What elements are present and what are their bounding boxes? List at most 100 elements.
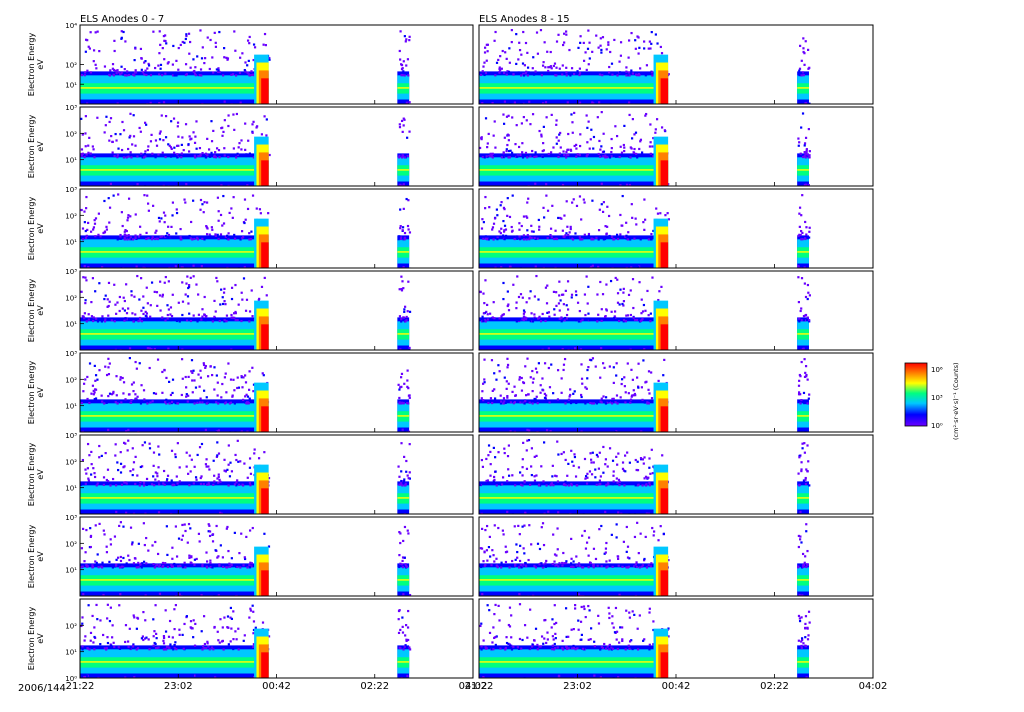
x-tick-label: 23:02 [164, 681, 193, 692]
count-point [179, 601, 181, 603]
count-point [213, 480, 215, 482]
count-point [259, 111, 261, 113]
count-point [129, 628, 131, 630]
count-point [165, 609, 167, 611]
count-point [168, 308, 170, 310]
count-point [253, 602, 255, 604]
count-point [132, 645, 134, 647]
count-point [248, 679, 250, 681]
count-point [614, 125, 616, 127]
count-point [217, 639, 219, 641]
count-point [249, 596, 251, 598]
count-point [398, 521, 400, 523]
count-point [139, 481, 141, 483]
count-point [400, 357, 402, 359]
count-point [110, 519, 112, 521]
count-point [548, 367, 550, 369]
count-point [161, 273, 163, 275]
count-point [525, 112, 527, 114]
count-point [176, 320, 178, 322]
count-point [104, 111, 106, 113]
count-point [590, 461, 592, 463]
count-point [568, 192, 570, 194]
count-point [195, 479, 197, 481]
count-point [549, 401, 551, 403]
count-point [626, 551, 628, 553]
count-point [252, 132, 254, 134]
count-point [107, 522, 109, 524]
count-point [236, 645, 238, 647]
count-point [114, 535, 116, 537]
count-point [610, 190, 612, 192]
count-point [611, 147, 613, 149]
count-point [94, 365, 96, 367]
count-point [207, 36, 209, 38]
count-point [190, 561, 192, 563]
count-point [190, 626, 192, 628]
count-point [85, 473, 87, 475]
count-point [215, 277, 217, 279]
count-point [94, 380, 96, 382]
energy-band [397, 579, 409, 580]
count-point [96, 117, 98, 119]
count-point [161, 74, 163, 76]
count-point [646, 290, 648, 292]
count-point [659, 212, 661, 214]
count-point [530, 376, 532, 378]
count-point [809, 150, 811, 152]
count-point [170, 226, 172, 228]
count-point [619, 682, 621, 684]
count-point [807, 110, 809, 112]
count-point [638, 148, 640, 150]
count-point [524, 64, 526, 66]
count-point [223, 47, 225, 49]
count-point [264, 439, 266, 441]
count-point [208, 357, 210, 359]
count-point [635, 153, 637, 155]
count-point [598, 238, 600, 240]
count-point [129, 215, 131, 217]
count-point [570, 226, 572, 228]
count-point [120, 110, 122, 112]
y-tick-label: 10³ [65, 514, 77, 522]
count-point [805, 296, 807, 298]
count-point [637, 469, 639, 471]
count-point [176, 156, 178, 158]
count-point [484, 564, 486, 566]
count-point [154, 232, 156, 234]
count-point [628, 276, 630, 278]
count-point [615, 191, 617, 193]
count-point [188, 235, 190, 237]
count-point [192, 391, 194, 393]
count-point [523, 74, 525, 76]
count-point [190, 320, 192, 322]
count-point [165, 399, 167, 401]
count-point [579, 35, 581, 37]
count-point [569, 388, 571, 390]
count-point [641, 299, 643, 301]
energy-band [797, 87, 809, 88]
count-point [91, 109, 93, 111]
count-point [155, 633, 157, 635]
count-point [521, 122, 523, 124]
count-point [235, 156, 237, 158]
count-point [165, 136, 167, 138]
count-point [608, 155, 610, 157]
count-point [588, 63, 590, 65]
count-point [84, 639, 86, 641]
count-point [182, 301, 184, 303]
energy-band [397, 415, 409, 416]
count-point [495, 558, 497, 560]
count-point [88, 318, 90, 320]
count-point [595, 237, 597, 239]
count-point [88, 520, 90, 522]
count-point [220, 233, 222, 235]
count-point [172, 63, 174, 65]
count-point [149, 443, 151, 445]
count-point [643, 47, 645, 49]
count-point [799, 402, 801, 404]
count-point [98, 282, 100, 284]
count-point [581, 319, 583, 321]
count-point [246, 350, 248, 352]
count-point [104, 65, 106, 67]
